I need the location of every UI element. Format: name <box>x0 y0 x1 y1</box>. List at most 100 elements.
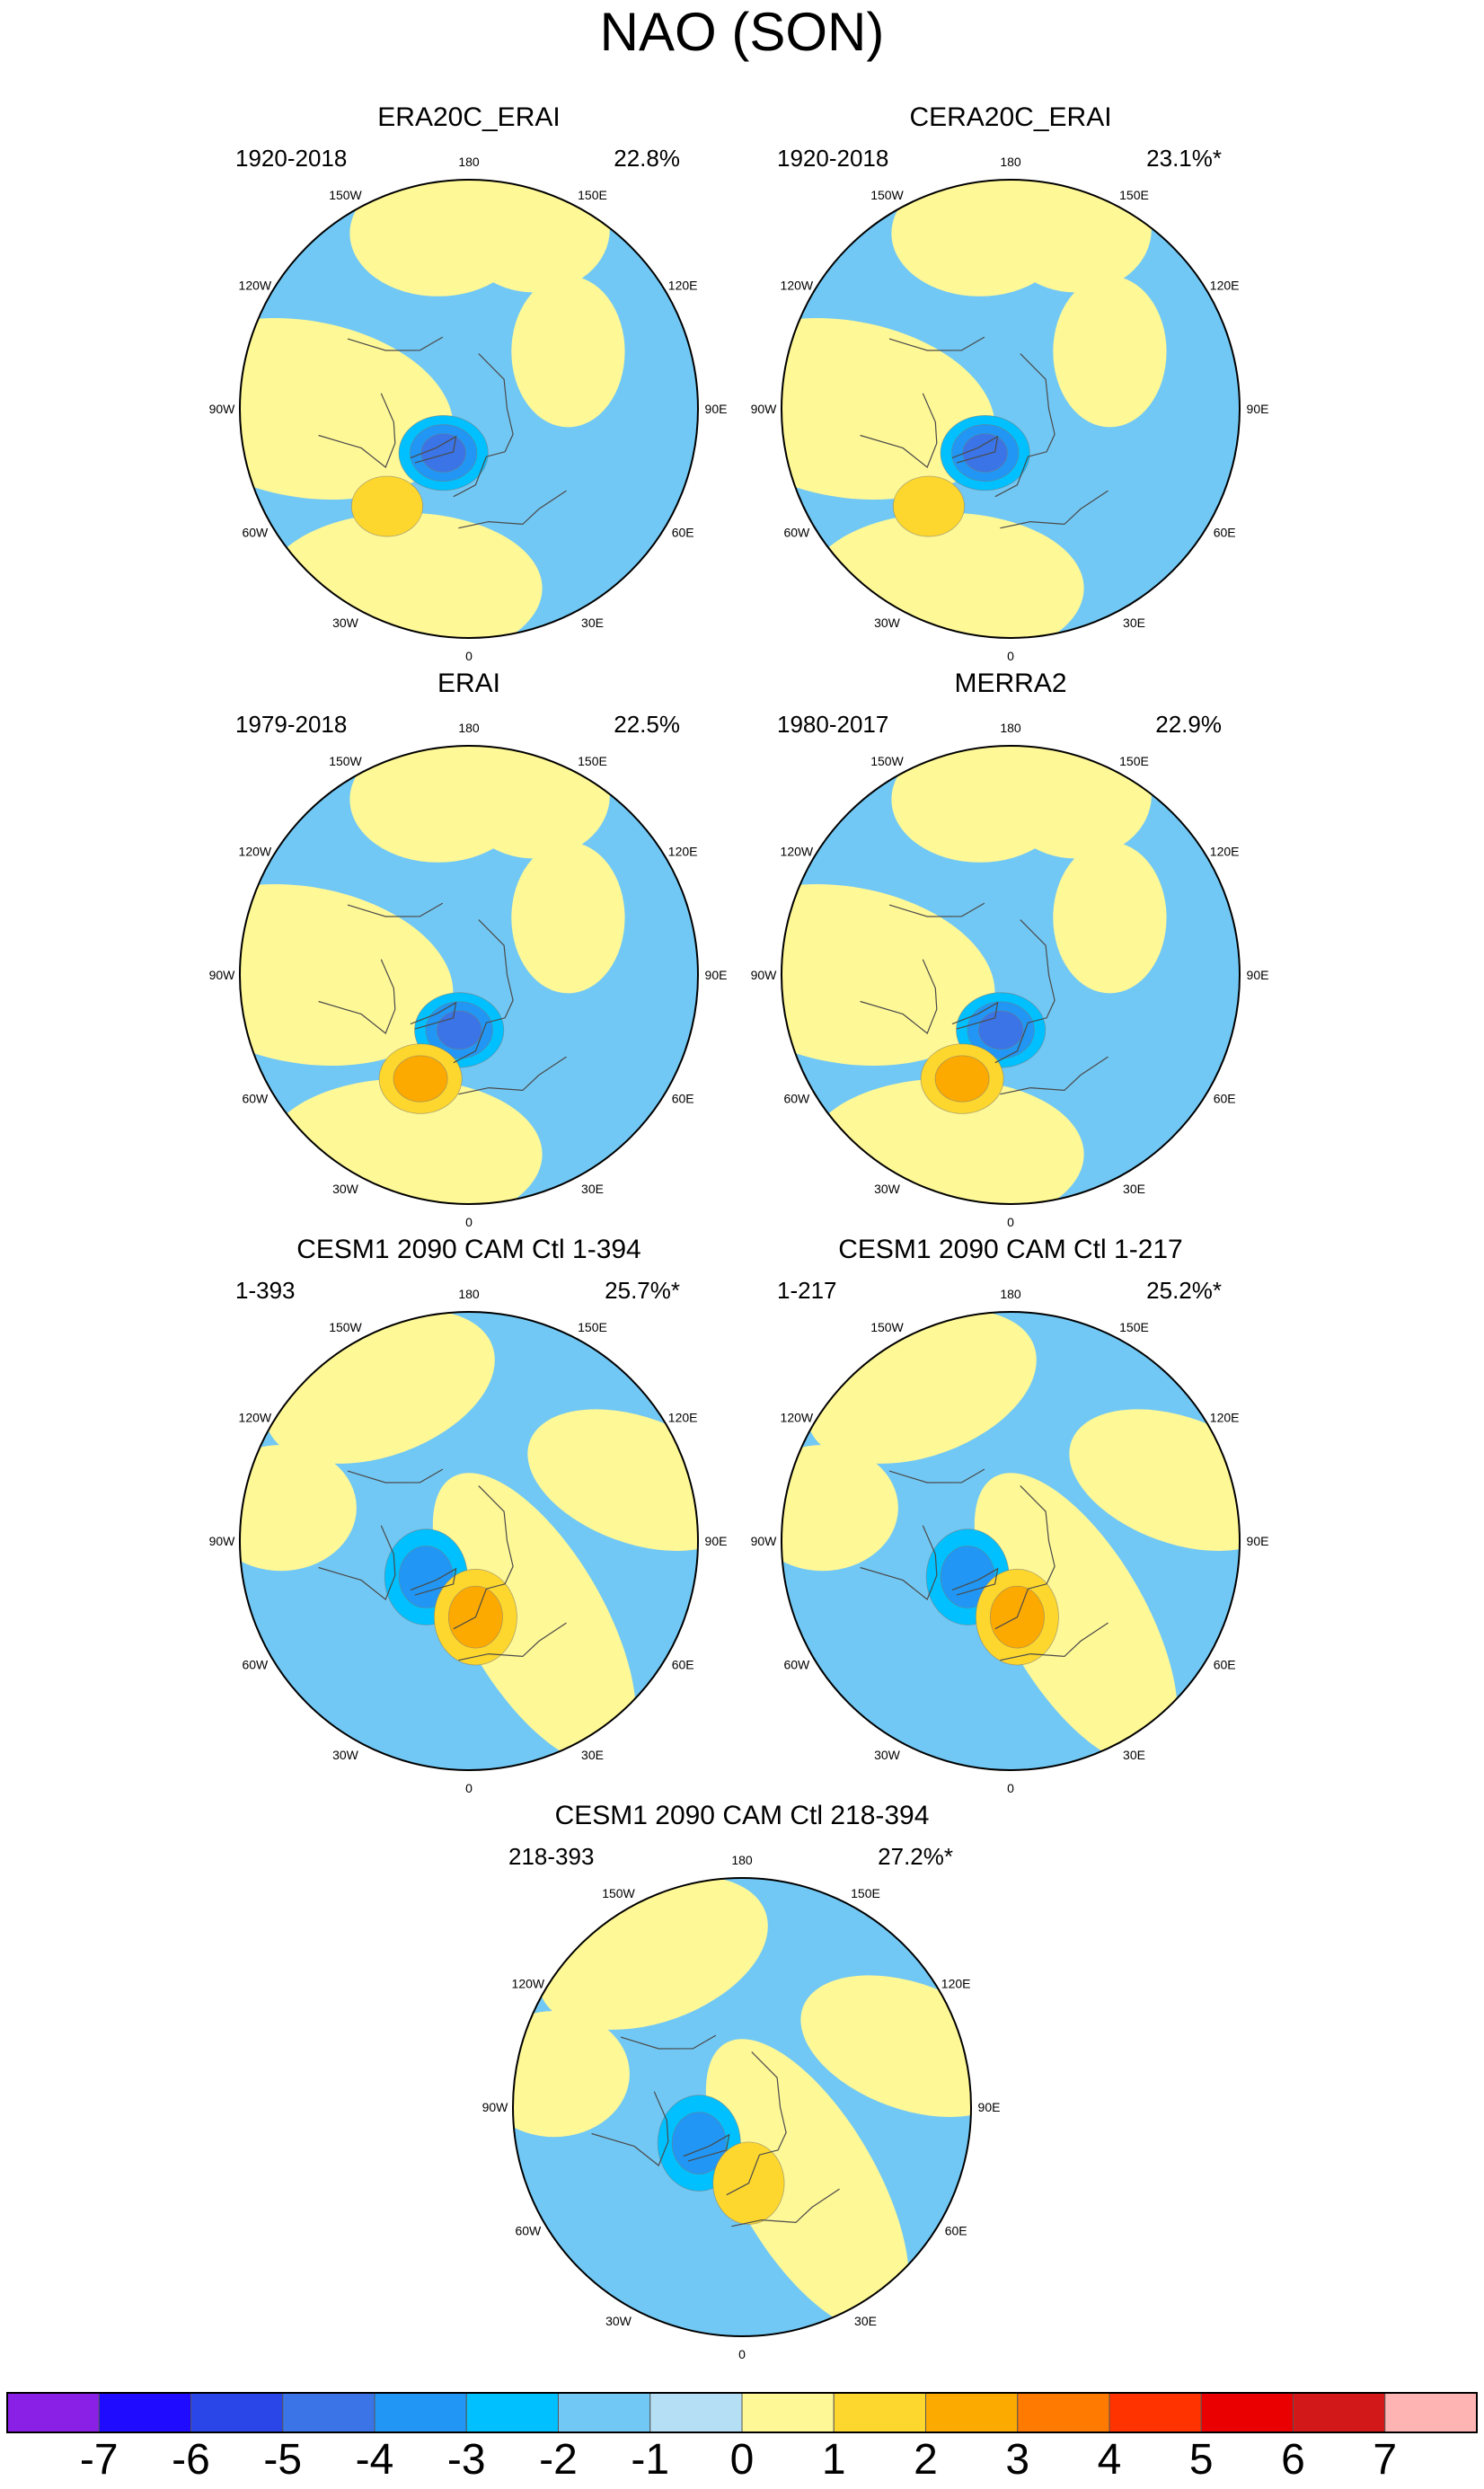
longitude-label: 180 <box>731 1853 753 1867</box>
colorbar-swatch <box>1109 2392 1202 2433</box>
positive-center-contour <box>934 1055 990 1103</box>
coastline <box>453 1485 514 1630</box>
colorbar-swatch <box>741 2392 835 2433</box>
longitude-label: 30W <box>332 616 359 630</box>
longitude-label: 90E <box>1247 402 1269 416</box>
map-field <box>240 746 698 1204</box>
colorbar-label: -7 <box>80 2436 119 2484</box>
colorbar-label: 2 <box>914 2436 938 2484</box>
longitude-label: 30W <box>332 1748 359 1762</box>
longitude-label: 120E <box>668 845 698 859</box>
colorbar-swatch <box>833 2392 926 2433</box>
positive-region <box>240 317 454 500</box>
coastlines <box>860 1468 1109 1661</box>
colorbar-label: 3 <box>1005 2436 1029 2484</box>
colorbar-swatch <box>649 2392 743 2433</box>
coastline <box>318 1525 396 1600</box>
panel-variance: 22.8% <box>614 145 680 172</box>
longitude-label: 90E <box>705 402 728 416</box>
coastline <box>860 959 938 1034</box>
positive-region <box>511 842 625 994</box>
map-field <box>240 1312 698 1770</box>
coastline <box>994 919 1056 1064</box>
longitude-label: 120W <box>512 1977 545 1991</box>
coastline <box>1000 1056 1109 1095</box>
panel-variance: 25.7%* <box>605 1277 680 1304</box>
map-outline <box>239 179 699 639</box>
figure-title: NAO (SON) <box>600 2 885 62</box>
longitude-label: 30E <box>581 1748 604 1762</box>
map-panel-cesm1-ctl-218-394: 180 150E 120E 90E 60E 30E 0 30W 60W 90W 120W 150W CE… <box>482 1801 1001 2361</box>
colorbar-frame <box>6 2392 1478 2433</box>
longitude-label: 90E <box>978 2100 1001 2114</box>
longitude-label: 90E <box>1247 968 1269 982</box>
map-panel-cesm1-ctl-1-217: 180 150E 120E 90E 60E 30E 0 30W 60W 90W 120W 150W CE… <box>751 1235 1269 1795</box>
colorbar-swatch <box>558 2392 651 2433</box>
panel-variance: 22.5% <box>614 711 680 738</box>
longitude-label: 90E <box>705 1534 728 1548</box>
positive-region <box>265 512 543 638</box>
panel-variance: 25.2%* <box>1146 1277 1222 1304</box>
negative-center-contour <box>420 433 466 473</box>
positive-region <box>240 1444 357 1572</box>
coastline <box>410 1567 457 1596</box>
coastlines <box>318 336 567 529</box>
panel-period: 218-393 <box>508 1843 594 1870</box>
panel-title: CESM1 2090 CAM Ctl 1-217 <box>838 1235 1183 1264</box>
negative-center-contour <box>437 1010 482 1050</box>
coastline <box>994 1485 1056 1630</box>
longitude-label: 0 <box>465 1781 473 1795</box>
colorbar-label: -1 <box>631 2436 669 2484</box>
panel-variance: 27.2%* <box>878 1843 953 1870</box>
longitude-label: 90E <box>1247 1534 1269 1548</box>
panel-title: MERRA2 <box>954 669 1066 698</box>
longitude-label: 120E <box>668 1411 698 1425</box>
coastlines <box>318 902 567 1095</box>
coastline <box>994 353 1056 498</box>
longitude-label: 60E <box>945 2224 967 2238</box>
map-panel-era20c-erai: 180 150E 120E 90E 60E 30E 0 30W 60W 90W 120W 150W ER… <box>209 102 728 663</box>
coastline <box>347 1468 444 1484</box>
longitude-label: 150E <box>1119 1320 1149 1334</box>
longitude-label: 90W <box>751 968 778 982</box>
longitude-label: 150E <box>851 1886 880 1900</box>
colorbar-label: 6 <box>1281 2436 1305 2484</box>
positive-region <box>1000 180 1152 293</box>
panel-title: ERA20C_ERAI <box>377 102 560 132</box>
longitude-label: 120W <box>781 845 814 859</box>
panel-title: CESM1 2090 CAM Ctl 1-394 <box>296 1235 641 1264</box>
longitude-label: 150E <box>578 188 607 202</box>
positive-center-contour <box>393 1055 448 1103</box>
coastline <box>458 490 567 529</box>
panel-period: 1920-2018 <box>777 145 888 172</box>
colorbar-label: -2 <box>539 2436 578 2484</box>
longitude-label: 60E <box>1214 1092 1236 1106</box>
colorbar-label: -6 <box>172 2436 210 2484</box>
coastline <box>731 2188 840 2228</box>
coastline <box>347 336 444 351</box>
map-outline <box>781 179 1241 639</box>
longitude-label: 150W <box>870 1320 904 1334</box>
coastline <box>453 919 514 1064</box>
longitude-label: 120E <box>668 279 698 293</box>
longitude-label: 120E <box>1210 845 1240 859</box>
longitude-label: 150W <box>329 188 362 202</box>
panel-title: ERAI <box>437 669 500 698</box>
colorbar-label: -3 <box>447 2436 486 2484</box>
colorbar-label: -5 <box>263 2436 302 2484</box>
coastlines <box>860 902 1109 1095</box>
positive-region <box>1000 746 1152 859</box>
longitude-label: 30W <box>874 616 901 630</box>
longitude-label: 90W <box>751 402 778 416</box>
positive-region <box>432 1473 636 1766</box>
longitude-label: 180 <box>1000 721 1021 735</box>
longitude-label: 180 <box>1000 1287 1021 1301</box>
longitude-label: 150W <box>870 188 904 202</box>
longitude-label: 60E <box>672 1658 694 1672</box>
longitude-label: 60W <box>783 1092 810 1106</box>
positive-region <box>1053 276 1167 428</box>
colorbar-swatch <box>6 2392 100 2433</box>
longitude-label: 120W <box>781 1411 814 1425</box>
coastline <box>318 393 396 468</box>
